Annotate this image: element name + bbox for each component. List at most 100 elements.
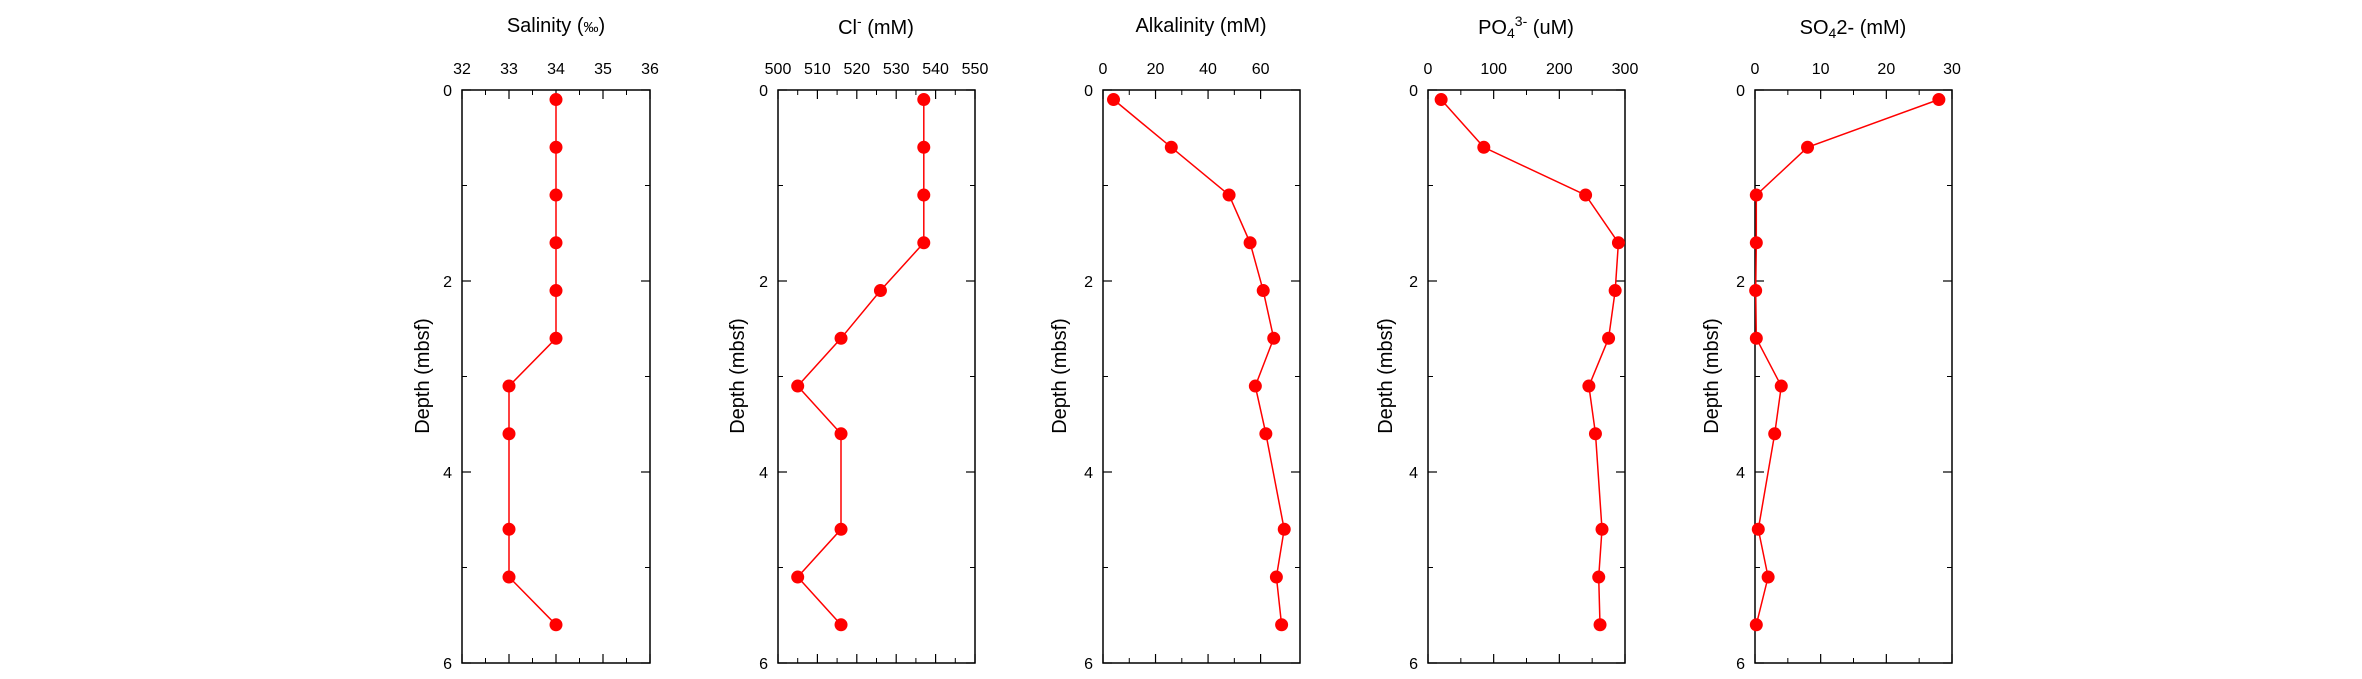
data-point bbox=[1277, 522, 1291, 536]
panel-title: Alkalinity (mM) bbox=[1135, 15, 1266, 37]
panel-salinity: Salinity (‰) Depth (mbsf) 32 33 34 35 36 0 2 4 6 bbox=[412, 15, 659, 673]
x-tick-label: 550 bbox=[962, 61, 989, 78]
data-point bbox=[1749, 284, 1763, 298]
data-point bbox=[1749, 188, 1763, 202]
x-tick-label: 32 bbox=[453, 61, 471, 78]
x-tick-label: 30 bbox=[1943, 61, 1961, 78]
y-axis-label: Depth (mbsf) bbox=[1375, 318, 1397, 434]
x-tick-label: 100 bbox=[1480, 61, 1507, 78]
y-tick-label: 2 bbox=[443, 274, 452, 291]
y-tick-label: 4 bbox=[1736, 465, 1745, 482]
x-tick-label: 20 bbox=[1147, 61, 1165, 78]
series-line bbox=[796, 99, 925, 626]
series-line bbox=[1754, 98, 1940, 625]
data-point bbox=[1595, 522, 1609, 536]
x-tick-label: 60 bbox=[1252, 61, 1270, 78]
data-point bbox=[917, 140, 931, 154]
data-point bbox=[502, 427, 516, 441]
data-point bbox=[1749, 236, 1763, 250]
y-tick-label: 2 bbox=[1084, 274, 1093, 291]
data-point bbox=[549, 140, 563, 154]
x-tick-label: 510 bbox=[804, 61, 831, 78]
data-point bbox=[1608, 284, 1622, 298]
data-point bbox=[1582, 379, 1596, 393]
data-point bbox=[834, 618, 848, 632]
series-line bbox=[1113, 98, 1285, 625]
data-point bbox=[1749, 618, 1763, 632]
y-tick-label: 6 bbox=[1084, 656, 1093, 673]
y-tick-label: 6 bbox=[443, 656, 452, 673]
panel-chloride: Cl- (mM) Depth (mbsf) 500 510 520 530 540 550… bbox=[727, 13, 988, 673]
data-point bbox=[1243, 236, 1257, 250]
data-point bbox=[502, 522, 516, 536]
data-point bbox=[834, 427, 848, 441]
panel-title: Cl- (mM) bbox=[838, 13, 914, 39]
y-tick-label: 0 bbox=[759, 83, 768, 100]
panel-sulfate: SO42- (mM) Depth (mbsf) 0 10 20 30 0 2 4 6 bbox=[1701, 17, 1961, 673]
x-tick-label: 36 bbox=[641, 61, 659, 78]
panel-title: SO42- (mM) bbox=[1800, 17, 1907, 41]
y-tick-label: 0 bbox=[1084, 83, 1093, 100]
x-tick-label: 0 bbox=[1751, 61, 1760, 78]
data-point bbox=[834, 331, 848, 345]
y-axis-label: Depth (mbsf) bbox=[1701, 318, 1723, 434]
panel-title: PO43- (uM) bbox=[1478, 13, 1574, 41]
x-tick-label: 500 bbox=[765, 61, 792, 78]
x-tick-label: 0 bbox=[1099, 61, 1108, 78]
marks: 0 100 200 300 0 2 4 6 bbox=[1409, 61, 1638, 673]
data-point bbox=[1749, 331, 1763, 345]
data-point bbox=[873, 284, 887, 298]
data-point bbox=[1768, 427, 1782, 441]
data-point bbox=[549, 618, 563, 632]
data-point bbox=[834, 522, 848, 536]
y-axis-label: Depth (mbsf) bbox=[412, 318, 434, 434]
plot-frame bbox=[1754, 89, 1953, 664]
y-tick-label: 6 bbox=[1736, 656, 1745, 673]
x-tick-label: 40 bbox=[1199, 61, 1217, 78]
data-point bbox=[502, 570, 516, 584]
y-tick-label: 4 bbox=[1084, 465, 1093, 482]
data-point bbox=[1761, 570, 1775, 584]
x-tick-label: 10 bbox=[1812, 61, 1830, 78]
y-tick-label: 6 bbox=[759, 656, 768, 673]
y-tick-label: 0 bbox=[1736, 83, 1745, 100]
data-point bbox=[917, 93, 931, 107]
series-line bbox=[508, 99, 557, 626]
data-point bbox=[1275, 618, 1289, 632]
x-tick-label: 200 bbox=[1546, 61, 1573, 78]
data-point bbox=[791, 570, 805, 584]
data-point bbox=[1579, 188, 1593, 202]
y-tick-label: 2 bbox=[1409, 274, 1418, 291]
x-tick-label: 34 bbox=[547, 61, 565, 78]
y-tick-label: 4 bbox=[1409, 465, 1418, 482]
data-point bbox=[1107, 93, 1121, 107]
y-tick-label: 0 bbox=[1409, 83, 1418, 100]
data-point bbox=[1434, 93, 1448, 107]
plot-frame bbox=[777, 89, 976, 664]
x-tick-label: 530 bbox=[883, 61, 910, 78]
x-tick-label: 20 bbox=[1877, 61, 1895, 78]
data-point bbox=[1259, 427, 1273, 441]
x-tick-label: 520 bbox=[843, 61, 870, 78]
data-point bbox=[1801, 140, 1815, 154]
y-tick-label: 2 bbox=[759, 274, 768, 291]
x-tick-label: 300 bbox=[1612, 61, 1639, 78]
data-point bbox=[549, 93, 563, 107]
data-point bbox=[791, 379, 805, 393]
data-point bbox=[917, 236, 931, 250]
data-point bbox=[1593, 618, 1607, 632]
data-point bbox=[1269, 570, 1283, 584]
marks: 0 20 40 60 0 2 4 6 bbox=[1084, 61, 1300, 673]
data-point bbox=[917, 188, 931, 202]
data-point bbox=[1248, 379, 1262, 393]
panel-alkalinity: Alkalinity (mM) Depth (mbsf) 0 20 40 60 0 2 4 6 bbox=[1049, 15, 1301, 673]
x-tick-label: 540 bbox=[922, 61, 949, 78]
y-tick-label: 6 bbox=[1409, 656, 1418, 673]
data-point bbox=[1602, 331, 1616, 345]
y-axis-label: Depth (mbsf) bbox=[1049, 318, 1071, 434]
data-point bbox=[502, 379, 516, 393]
data-point bbox=[1164, 140, 1178, 154]
data-point bbox=[549, 188, 563, 202]
panel-title: Salinity (‰) bbox=[507, 15, 605, 37]
